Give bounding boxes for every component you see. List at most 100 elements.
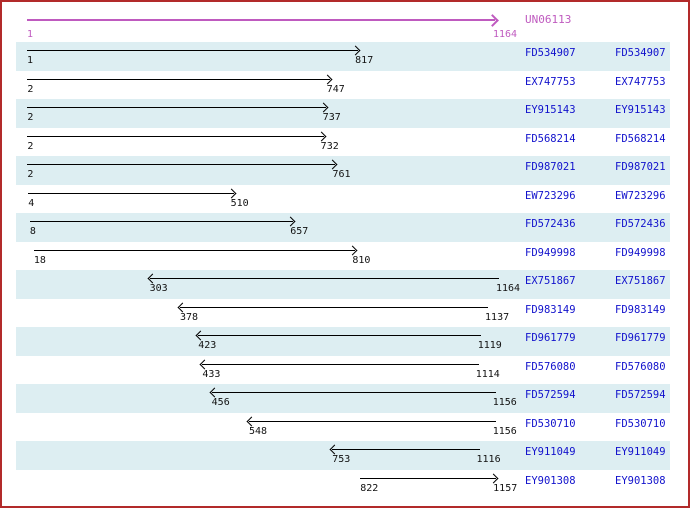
start-coordinate: 2 (27, 169, 34, 180)
end-coordinate: 817 (355, 55, 374, 66)
accession-label[interactable]: FD987021 (525, 161, 576, 173)
accession-label-duplicate[interactable]: EY901308 (615, 474, 666, 487)
accession-label[interactable]: FD983149 (525, 303, 576, 316)
end-coordinate: 1156 (492, 425, 517, 437)
arrow-right-icon (327, 159, 338, 170)
start-coordinate: 378 (180, 311, 199, 323)
accession-label[interactable]: FD949998 (525, 246, 576, 259)
accession-label[interactable]: FD534907 (525, 47, 576, 59)
accession-label-duplicate[interactable]: FD572594 (615, 389, 666, 401)
end-coordinate: 737 (322, 112, 341, 123)
alignment-arrow-forward (33, 245, 358, 255)
arrow-right-icon (488, 473, 499, 483)
start-coordinate: 433 (202, 368, 221, 380)
arrow-right-icon (486, 14, 499, 27)
accession-label[interactable]: EW723296 (525, 189, 576, 202)
accession-label[interactable]: EY915143 (525, 104, 576, 116)
alignment-arrow-reverse (199, 359, 479, 369)
alignment-arrow-reverse (147, 273, 499, 284)
accession-label[interactable]: EX751867 (525, 275, 576, 287)
start-coordinate: 1 (27, 55, 34, 66)
arrow-left-icon (147, 273, 158, 284)
alignment-row: 1 817 FD534907 FD534907 (2, 42, 688, 71)
alignment-arrow-forward (27, 131, 327, 141)
end-coordinate: 1116 (476, 454, 501, 465)
accession-label-duplicate[interactable]: EY915143 (615, 104, 666, 116)
start-coordinate: 2 (27, 140, 34, 152)
alignment-arrow-forward (27, 102, 329, 113)
accession-label-duplicate[interactable]: FD530710 (615, 417, 666, 430)
alignment-row: 2 737 EY915143 EY915143 (2, 99, 688, 128)
start-coordinate: 2 (27, 83, 34, 95)
alignment-arrow-forward (360, 473, 499, 483)
end-coordinate: 747 (326, 83, 345, 95)
alignment-row: 433 1114 FD576080 FD576080 (2, 356, 688, 385)
accession-label[interactable]: FD576080 (525, 360, 576, 373)
start-coordinate: 4 (28, 197, 35, 209)
alignment-arrow-forward (28, 188, 236, 198)
accession-label-duplicate[interactable]: FD949998 (615, 246, 666, 259)
accession-label-duplicate[interactable]: FD983149 (615, 303, 666, 316)
arrow-right-icon (347, 245, 358, 255)
accession-label[interactable]: EY911049 (525, 446, 576, 458)
alignment-row: 378 1137 FD983149 FD983149 (2, 299, 688, 328)
alignment-row: 2 761 FD987021 FD987021 (2, 156, 688, 185)
end-coordinate: 732 (320, 140, 339, 152)
arrow-left-icon (329, 444, 340, 455)
alignment-arrow-forward (27, 159, 338, 170)
end-coordinate: 1157 (493, 482, 518, 494)
end-coordinate: 1164 (496, 283, 521, 294)
accession-label-duplicate[interactable]: EY911049 (615, 446, 666, 458)
accession-label[interactable]: EX747753 (525, 75, 576, 88)
end-coordinate: 1156 (492, 397, 517, 408)
alignment-arrow-reverse (195, 330, 481, 341)
start-coordinate: 2 (27, 112, 34, 123)
accession-label-duplicate[interactable]: FD568214 (615, 132, 666, 145)
arrow-left-icon (195, 330, 206, 341)
alignment-row: 456 1156 FD572594 FD572594 (2, 384, 688, 413)
alignment-row: 548 1156 FD530710 FD530710 (2, 413, 688, 442)
accession-label-duplicate[interactable]: FD572436 (615, 218, 666, 230)
accession-label[interactable]: FD572594 (525, 389, 576, 401)
accession-label[interactable]: FD572436 (525, 218, 576, 230)
start-coordinate: 456 (211, 397, 230, 408)
arrow-left-icon (199, 359, 210, 369)
start-coordinate: 8 (29, 226, 36, 237)
start-coordinate: 822 (360, 482, 379, 494)
arrow-right-icon (316, 131, 327, 141)
reference-end-coordinate: 1164 (493, 29, 518, 40)
alignment-row: 753 1116 EY911049 EY911049 (2, 441, 688, 470)
end-coordinate: 1137 (485, 311, 510, 323)
end-coordinate: 510 (230, 197, 249, 209)
accession-label-duplicate[interactable]: FD961779 (615, 332, 666, 344)
start-coordinate: 753 (332, 454, 351, 465)
arrow-left-icon (246, 416, 257, 426)
arrow-right-icon (350, 45, 361, 56)
accession-label[interactable]: FD568214 (525, 132, 576, 145)
end-coordinate: 657 (290, 226, 309, 237)
accession-label-duplicate[interactable]: EW723296 (615, 189, 666, 202)
start-coordinate: 18 (33, 254, 46, 266)
accession-label[interactable]: EY901308 (525, 474, 576, 487)
alignment-row: 822 1157 EY901308 EY901308 (2, 470, 688, 499)
accession-label-duplicate[interactable]: FD576080 (615, 360, 666, 373)
accession-label[interactable]: FD530710 (525, 417, 576, 430)
arrow-right-icon (318, 102, 329, 113)
start-coordinate: 423 (198, 340, 217, 351)
arrow-right-icon (285, 216, 296, 227)
accession-label-duplicate[interactable]: EX747753 (615, 75, 666, 88)
alignment-arrow-reverse (209, 387, 496, 398)
end-coordinate: 1114 (475, 368, 500, 380)
alignment-arrow-forward (27, 45, 361, 56)
alignment-row: 2 732 FD568214 FD568214 (2, 128, 688, 157)
arrow-right-icon (226, 188, 236, 198)
start-coordinate: 548 (248, 425, 268, 437)
alignment-arrow-reverse (329, 444, 480, 455)
accession-label-duplicate[interactable]: EX751867 (615, 275, 666, 287)
accession-label-duplicate[interactable]: FD987021 (615, 161, 666, 173)
accession-label[interactable]: FD961779 (525, 332, 576, 344)
alignment-row: 8 657 FD572436 FD572436 (2, 213, 688, 242)
accession-label-duplicate[interactable]: FD534907 (615, 47, 666, 59)
reference-name-label: UN06113 (525, 13, 572, 26)
